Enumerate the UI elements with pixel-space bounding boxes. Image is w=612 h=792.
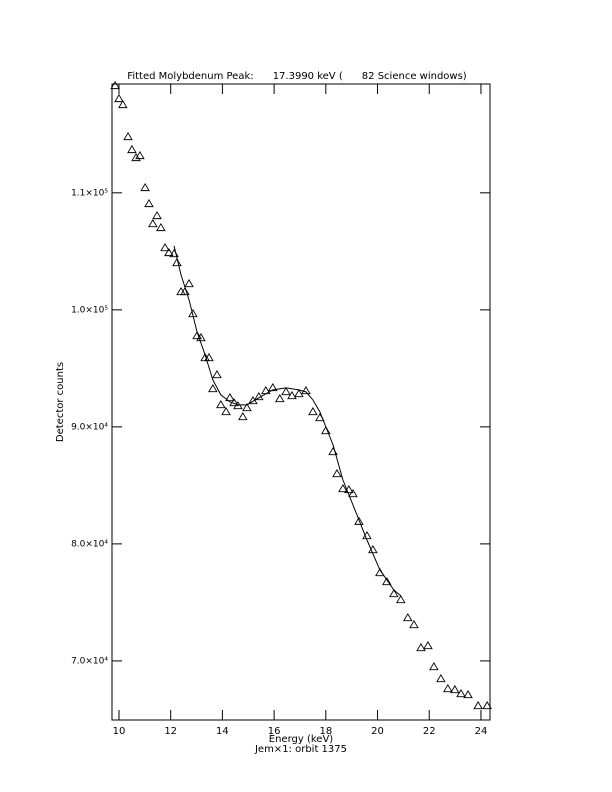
data-point: [409, 620, 419, 629]
y-axis-label: Detector counts: [55, 362, 66, 442]
data-point: [402, 613, 413, 622]
data-point: [242, 402, 252, 412]
x-axis-label: Energy (keV): [269, 734, 334, 745]
fit-line: [173, 245, 402, 597]
data-point: [382, 577, 392, 586]
data-point: [238, 411, 248, 421]
data-point: [463, 690, 473, 699]
y-tick-label: 8.0×10⁴: [71, 539, 108, 549]
data-point: [275, 393, 285, 403]
data-point: [152, 210, 162, 220]
data-point: [225, 392, 235, 402]
x-tick-label: 18: [319, 726, 332, 737]
y-tick-label: 1.1×10⁵: [71, 188, 108, 198]
y-tick-label: 7.0×10⁴: [71, 656, 108, 666]
data-point: [123, 131, 133, 141]
data-point: [354, 516, 364, 525]
data-point: [110, 80, 120, 90]
x-tick-label: 10: [113, 726, 126, 737]
data-point: [135, 150, 145, 160]
data-point: [192, 330, 202, 340]
data-point: [389, 589, 399, 598]
data-point: [221, 406, 231, 416]
data-point: [482, 701, 492, 710]
data-point: [436, 674, 446, 683]
data-point: [416, 643, 426, 652]
y-tick-label: 9.0×10⁴: [71, 422, 108, 432]
x-tick-label: 20: [371, 726, 384, 737]
data-point: [184, 278, 194, 288]
data-point: [114, 93, 124, 103]
data-point: [148, 218, 158, 228]
data-point: [301, 385, 311, 395]
data-point: [118, 99, 128, 109]
data-point: [443, 684, 453, 693]
data-point: [212, 369, 222, 379]
data-point: [321, 425, 331, 435]
data-point: [281, 386, 291, 396]
data-point: [164, 247, 174, 257]
data-point: [216, 399, 226, 409]
data-point: [308, 406, 318, 416]
data-point: [348, 488, 358, 498]
data-point: [131, 152, 141, 162]
x-tick-label: 24: [475, 726, 488, 737]
chart-title: Fitted Molybdenum Peak: 17.3990 keV ( 82…: [127, 71, 467, 82]
data-point: [208, 383, 218, 393]
subtitle: Jem×1: orbit 1375: [254, 744, 347, 755]
data-point: [456, 689, 466, 698]
data-point: [332, 468, 342, 478]
data-point: [144, 198, 154, 208]
y-tick-label: 1.0×10⁵: [71, 305, 108, 315]
x-tick-label: 14: [216, 726, 229, 737]
data-point: [287, 390, 297, 400]
x-tick-label: 16: [268, 726, 281, 737]
data-point: [473, 701, 483, 710]
data-point: [396, 595, 406, 604]
data-point: [423, 641, 433, 650]
data-point: [294, 388, 304, 398]
data-point: [450, 685, 460, 694]
data-point: [127, 144, 137, 154]
x-tick-label: 22: [423, 726, 436, 737]
x-tick-label: 12: [164, 726, 177, 737]
data-point: [268, 382, 278, 392]
data-point: [180, 286, 190, 296]
data-point: [204, 352, 214, 362]
data-point: [172, 257, 182, 267]
data-point: [429, 662, 439, 671]
data-point: [140, 182, 150, 192]
plot-frame: [111, 83, 491, 721]
data-point: [338, 483, 348, 493]
data-point: [156, 222, 166, 232]
data-point: [160, 242, 170, 252]
